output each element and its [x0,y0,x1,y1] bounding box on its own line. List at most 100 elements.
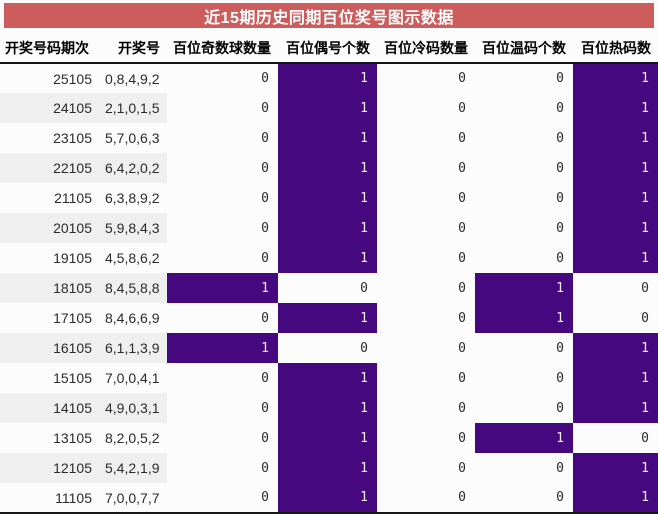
indicator-cell-warm-count: 0 [475,453,573,483]
indicator-cell-odd-count: 0 [167,243,278,273]
numbers-cell: 6,4,2,0,2 [95,153,167,183]
indicator-cell-hot-count: 1 [573,213,658,243]
indicator-cell-odd-count: 0 [167,423,278,453]
period-cell: 20105 [0,213,95,243]
indicator-cell-hot-count: 1 [573,243,658,273]
numbers-cell: 5,7,0,6,3 [95,123,167,153]
indicator-cell-hot-count: 1 [573,363,658,393]
indicator-cell-even-count: 1 [278,183,377,213]
indicator-cell-cold-count: 0 [377,333,475,363]
numbers-cell: 2,1,0,1,5 [95,93,167,123]
indicator-cell-hot-count: 0 [573,423,658,453]
indicator-cell-odd-count: 0 [167,303,278,333]
indicator-cell-hot-count: 1 [573,333,658,363]
period-cell: 11105 [0,483,95,513]
indicator-cell-cold-count: 0 [377,123,475,153]
column-header-hot-count: 百位热码数 [573,33,658,64]
column-header-odd-count: 百位奇数球数量 [167,33,278,64]
column-header-numbers: 开奖号 [95,33,167,64]
period-cell: 17105 [0,303,95,333]
table-row: 16105 6,1,1,3,9 1 0 0 0 1 [0,333,658,363]
indicator-cell-warm-count: 0 [475,123,573,153]
indicator-cell-warm-count: 0 [475,213,573,243]
indicator-cell-cold-count: 0 [377,183,475,213]
indicator-cell-odd-count: 1 [167,333,278,363]
indicator-cell-warm-count: 0 [475,363,573,393]
indicator-cell-even-count: 1 [278,123,377,153]
period-cell: 24105 [0,93,95,123]
indicator-cell-warm-count: 0 [475,183,573,213]
indicator-cell-even-count: 1 [278,303,377,333]
header-row: 开奖号码期次 开奖号 百位奇数球数量 百位偶号个数 百位冷码数量 百位温码个数 百位热码数 [0,33,658,64]
numbers-cell: 4,9,0,3,1 [95,393,167,423]
numbers-cell: 7,0,0,7,7 [95,483,167,513]
indicator-cell-cold-count: 0 [377,303,475,333]
indicator-cell-warm-count: 1 [475,273,573,303]
period-cell: 13105 [0,423,95,453]
numbers-cell: 8,4,5,8,8 [95,273,167,303]
column-header-warm-count: 百位温码个数 [475,33,573,64]
table-row: 20105 5,9,8,4,3 0 1 0 0 1 [0,213,658,243]
table-row: 24105 2,1,0,1,5 0 1 0 0 1 [0,93,658,123]
indicator-cell-odd-count: 0 [167,363,278,393]
indicator-cell-odd-count: 0 [167,183,278,213]
indicator-cell-even-count: 0 [278,333,377,363]
indicator-cell-hot-count: 1 [573,483,658,513]
indicator-cell-cold-count: 0 [377,453,475,483]
period-cell: 23105 [0,123,95,153]
table-row: 14105 4,9,0,3,1 0 1 0 0 1 [0,393,658,423]
indicator-cell-even-count: 1 [278,363,377,393]
indicator-cell-odd-count: 1 [167,273,278,303]
period-cell: 12105 [0,453,95,483]
numbers-cell: 5,9,8,4,3 [95,213,167,243]
numbers-cell: 8,2,0,5,2 [95,423,167,453]
indicator-cell-even-count: 1 [278,63,377,93]
indicator-cell-warm-count: 0 [475,63,573,93]
indicator-cell-even-count: 1 [278,423,377,453]
indicator-cell-warm-count: 1 [475,303,573,333]
indicator-cell-even-count: 1 [278,483,377,513]
table-row: 17105 8,4,6,6,9 0 1 0 1 0 [0,303,658,333]
period-cell: 22105 [0,153,95,183]
page-title: 近15期历史同期百位奖号图示数据 [204,9,454,27]
indicator-cell-odd-count: 0 [167,123,278,153]
table-row: 18105 8,4,5,8,8 1 0 0 1 0 [0,273,658,303]
table-row: 25105 0,8,4,9,2 0 1 0 0 1 [0,63,658,93]
indicator-cell-cold-count: 0 [377,363,475,393]
indicator-cell-even-count: 1 [278,243,377,273]
indicator-cell-cold-count: 0 [377,153,475,183]
indicator-cell-cold-count: 0 [377,243,475,273]
data-table: 开奖号码期次 开奖号 百位奇数球数量 百位偶号个数 百位冷码数量 百位温码个数 百位热码数 … [0,33,658,514]
lottery-stats-page: 近15期历史同期百位奖号图示数据 开奖号码期次 开奖号 百位奇数球数量 百位偶号个数百… [0,3,658,514]
indicator-cell-cold-count: 0 [377,93,475,123]
table-row: 22105 6,4,2,0,2 0 1 0 0 1 [0,153,658,183]
period-cell: 16105 [0,333,95,363]
indicator-cell-even-count: 1 [278,213,377,243]
title-bar: 近15期历史同期百位奖号图示数据 [4,3,654,28]
indicator-cell-warm-count: 1 [475,423,573,453]
indicator-cell-hot-count: 1 [573,123,658,153]
numbers-cell: 6,1,1,3,9 [95,333,167,363]
table-row: 12105 5,4,2,1,9 0 1 0 0 1 [0,453,658,483]
indicator-cell-cold-count: 0 [377,393,475,423]
numbers-cell: 5,4,2,1,9 [95,453,167,483]
table-row: 19105 4,5,8,6,2 0 1 0 0 1 [0,243,658,273]
table-row: 23105 5,7,0,6,3 0 1 0 0 1 [0,123,658,153]
indicator-cell-odd-count: 0 [167,453,278,483]
period-cell: 21105 [0,183,95,213]
period-cell: 19105 [0,243,95,273]
indicator-cell-even-count: 1 [278,153,377,183]
period-cell: 15105 [0,363,95,393]
column-header-period: 开奖号码期次 [0,33,95,64]
period-cell: 25105 [0,63,95,93]
indicator-cell-odd-count: 0 [167,153,278,183]
column-header-cold-count: 百位冷码数量 [377,33,475,64]
indicator-cell-warm-count: 0 [475,483,573,513]
indicator-cell-cold-count: 0 [377,63,475,93]
indicator-cell-hot-count: 1 [573,183,658,213]
indicator-cell-even-count: 1 [278,393,377,423]
indicator-cell-odd-count: 0 [167,483,278,513]
period-cell: 14105 [0,393,95,423]
indicator-cell-even-count: 0 [278,273,377,303]
indicator-cell-cold-count: 0 [377,483,475,513]
